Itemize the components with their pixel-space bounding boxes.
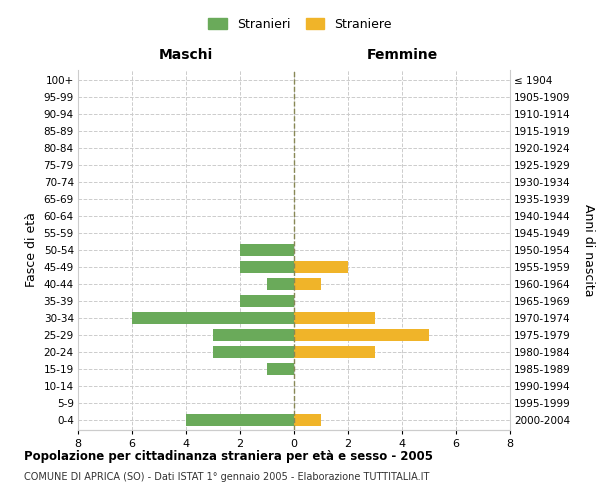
Text: Femmine: Femmine: [367, 48, 437, 62]
Bar: [294, 261, 348, 273]
Text: COMUNE DI APRICA (SO) - Dati ISTAT 1° gennaio 2005 - Elaborazione TUTTITALIA.IT: COMUNE DI APRICA (SO) - Dati ISTAT 1° ge…: [24, 472, 430, 482]
Bar: [240, 295, 294, 307]
Bar: [213, 329, 294, 341]
Bar: [267, 278, 294, 290]
Legend: Stranieri, Straniere: Stranieri, Straniere: [205, 14, 395, 34]
Bar: [294, 312, 375, 324]
Bar: [267, 363, 294, 375]
Bar: [186, 414, 294, 426]
Bar: [294, 346, 375, 358]
Bar: [240, 244, 294, 256]
Bar: [213, 346, 294, 358]
Text: Maschi: Maschi: [159, 48, 213, 62]
Bar: [294, 414, 321, 426]
Bar: [132, 312, 294, 324]
Bar: [294, 278, 321, 290]
Bar: [240, 261, 294, 273]
Bar: [294, 329, 429, 341]
Text: Popolazione per cittadinanza straniera per età e sesso - 2005: Popolazione per cittadinanza straniera p…: [24, 450, 433, 463]
Y-axis label: Fasce di età: Fasce di età: [25, 212, 38, 288]
Y-axis label: Anni di nascita: Anni di nascita: [582, 204, 595, 296]
